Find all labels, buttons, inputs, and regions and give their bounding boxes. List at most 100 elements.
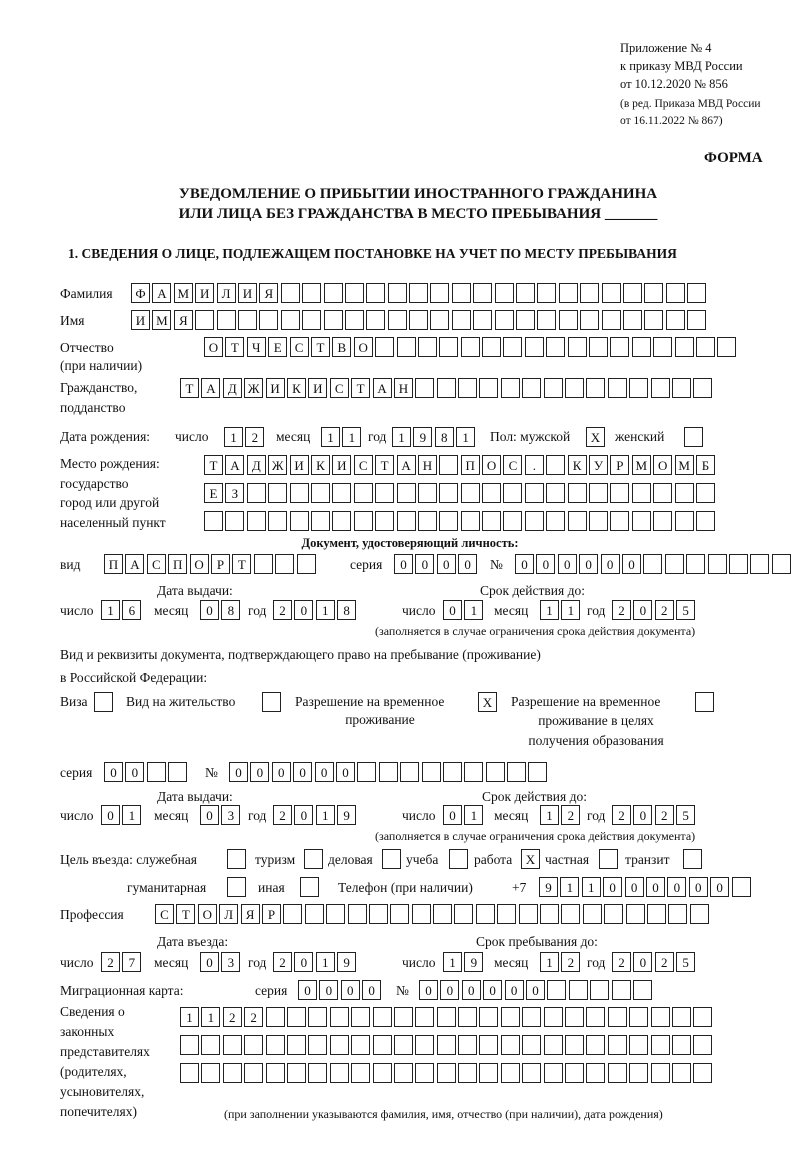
char-box[interactable]: 0: [271, 762, 291, 782]
char-box[interactable]: И: [308, 378, 328, 398]
char-box[interactable]: [300, 877, 319, 897]
char-box[interactable]: [695, 692, 714, 712]
char-box[interactable]: [567, 337, 587, 357]
char-box[interactable]: И: [332, 455, 352, 475]
char-box[interactable]: С: [155, 904, 174, 924]
char-box[interactable]: Р: [261, 904, 281, 924]
char-box[interactable]: [500, 1035, 520, 1055]
char-box[interactable]: [567, 483, 587, 503]
char-box[interactable]: М: [631, 455, 651, 475]
purpose-private-checkbox[interactable]: [599, 849, 620, 869]
char-box[interactable]: [497, 904, 517, 924]
char-box[interactable]: [375, 483, 395, 503]
char-box[interactable]: О: [204, 337, 223, 357]
char-box[interactable]: Е: [268, 337, 288, 357]
char-box[interactable]: Ч: [246, 337, 266, 357]
char-box[interactable]: [308, 1063, 328, 1083]
char-box[interactable]: [382, 849, 401, 869]
char-box[interactable]: [353, 483, 373, 503]
char-box[interactable]: 1: [224, 427, 243, 447]
char-box[interactable]: Ж: [268, 455, 288, 475]
char-box[interactable]: [436, 1007, 456, 1027]
char-box[interactable]: 0: [645, 877, 665, 897]
char-box[interactable]: Я: [240, 904, 260, 924]
char-box[interactable]: З: [225, 483, 245, 503]
char-box[interactable]: [439, 337, 459, 357]
char-box[interactable]: 1: [321, 427, 340, 447]
purpose-other-checkbox[interactable]: [300, 877, 321, 897]
char-box[interactable]: [326, 904, 346, 924]
char-box[interactable]: 0: [461, 980, 481, 1000]
char-box[interactable]: [253, 554, 273, 574]
char-box[interactable]: [561, 904, 581, 924]
char-box[interactable]: [522, 1035, 542, 1055]
char-box[interactable]: 0: [557, 554, 577, 574]
char-box[interactable]: 0: [443, 805, 462, 825]
char-box[interactable]: [479, 1007, 499, 1027]
char-box[interactable]: 1: [443, 952, 462, 972]
char-box[interactable]: [516, 310, 536, 330]
char-box[interactable]: 0: [603, 877, 623, 897]
char-box[interactable]: [693, 378, 713, 398]
char-box[interactable]: [387, 283, 407, 303]
char-box[interactable]: [687, 310, 707, 330]
char-box[interactable]: [610, 337, 630, 357]
residence-permit-checkbox[interactable]: [262, 692, 283, 712]
representatives-field[interactable]: [180, 1035, 715, 1055]
char-box[interactable]: [265, 1007, 285, 1027]
char-box[interactable]: [227, 877, 246, 897]
char-box[interactable]: [430, 283, 450, 303]
char-box[interactable]: [671, 1007, 691, 1027]
char-box[interactable]: [204, 511, 223, 531]
char-box[interactable]: [201, 1063, 221, 1083]
char-box[interactable]: [568, 980, 588, 1000]
char-box[interactable]: 0: [293, 762, 313, 782]
char-box[interactable]: 0: [340, 980, 360, 1000]
char-box[interactable]: [607, 378, 627, 398]
char-box[interactable]: [503, 337, 523, 357]
char-box[interactable]: [565, 1063, 585, 1083]
char-box[interactable]: [442, 762, 462, 782]
char-box[interactable]: [411, 904, 431, 924]
char-box[interactable]: 1: [342, 427, 362, 447]
char-box[interactable]: [524, 337, 544, 357]
char-box[interactable]: С: [146, 554, 166, 574]
char-box[interactable]: 1: [561, 600, 581, 620]
char-box[interactable]: 0: [314, 762, 334, 782]
char-box[interactable]: [518, 904, 538, 924]
char-box[interactable]: [665, 310, 685, 330]
char-box[interactable]: [494, 283, 514, 303]
char-box[interactable]: 9: [337, 805, 357, 825]
char-box[interactable]: [558, 310, 578, 330]
char-box[interactable]: Д: [246, 455, 266, 475]
char-box[interactable]: С: [329, 378, 349, 398]
char-box[interactable]: [516, 283, 536, 303]
char-box[interactable]: [631, 483, 651, 503]
char-box[interactable]: С: [353, 455, 373, 475]
char-box[interactable]: 0: [688, 877, 708, 897]
char-box[interactable]: [500, 1063, 520, 1083]
char-box[interactable]: 0: [200, 805, 219, 825]
purpose-work-checkbox[interactable]: X: [521, 849, 542, 869]
char-box[interactable]: [629, 1007, 649, 1027]
char-box[interactable]: 9: [413, 427, 433, 447]
char-box[interactable]: [546, 483, 566, 503]
char-box[interactable]: 1: [456, 427, 476, 447]
char-box[interactable]: [415, 1063, 435, 1083]
char-box[interactable]: 1: [540, 952, 559, 972]
char-box[interactable]: [671, 1035, 691, 1055]
char-box[interactable]: [396, 511, 416, 531]
char-box[interactable]: П: [104, 554, 123, 574]
char-box[interactable]: [479, 378, 499, 398]
char-box[interactable]: [430, 310, 450, 330]
char-box[interactable]: 0: [633, 805, 653, 825]
char-box[interactable]: [323, 310, 343, 330]
char-box[interactable]: [393, 1035, 413, 1055]
